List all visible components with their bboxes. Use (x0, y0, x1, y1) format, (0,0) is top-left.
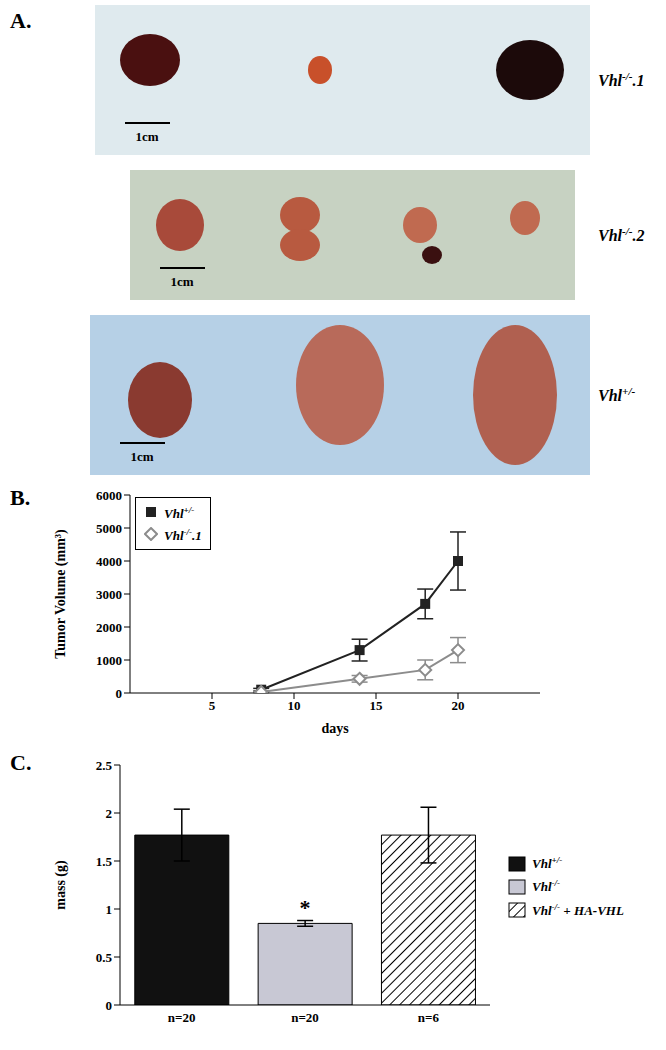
svg-text:1000: 1000 (96, 653, 122, 668)
svg-text:A.: A. (10, 8, 31, 33)
svg-text:1cm: 1cm (135, 129, 158, 144)
svg-text:mass (g): mass (g) (53, 860, 69, 910)
svg-text:1: 1 (106, 902, 113, 917)
svg-text:days: days (321, 721, 349, 736)
html-text:Vhl+/-: Vhl+/- (532, 855, 563, 872)
svg-text:0: 0 (116, 686, 123, 701)
svg-text:n=6: n=6 (418, 1010, 440, 1025)
svg-text:2000: 2000 (96, 620, 122, 635)
svg-text:5000: 5000 (96, 521, 122, 536)
html-text:B.: B. (10, 485, 31, 510)
svg-text:0: 0 (106, 998, 113, 1013)
svg-text:n=20: n=20 (291, 1010, 319, 1025)
svg-text:Vhl-/-.2: Vhl-/-.2 (598, 225, 645, 244)
svg-text:Tumor Volume (mm³): Tumor Volume (mm³) (53, 529, 69, 659)
svg-text:1.5: 1.5 (96, 854, 113, 869)
svg-text:20: 20 (452, 698, 465, 713)
html-text:Vhl+/-: Vhl+/- (164, 505, 195, 522)
html-text:C.: C. (10, 750, 32, 775)
svg-text:6000: 6000 (96, 488, 122, 503)
svg-text:Vhl+/-: Vhl+/- (598, 385, 635, 404)
svg-text:10: 10 (288, 698, 301, 713)
svg-text:2.5: 2.5 (96, 758, 113, 773)
svg-text:Vhl-/-.1: Vhl-/-.1 (598, 70, 645, 89)
svg-text:5: 5 (209, 698, 216, 713)
svg-text:*: * (300, 895, 311, 920)
svg-text:2: 2 (106, 806, 113, 821)
svg-text:0.5: 0.5 (96, 950, 113, 965)
html-text:Vhl-/-: Vhl-/- (532, 878, 561, 895)
svg-text:4000: 4000 (96, 554, 122, 569)
svg-text:n=20: n=20 (168, 1010, 196, 1025)
html-text:Vhl-/-.1: Vhl-/-.1 (164, 527, 202, 544)
svg-text:3000: 3000 (96, 587, 122, 602)
html-text:Vhl-/-+ HA-VHL: Vhl-/-+ HA-VHL (532, 901, 624, 918)
svg-text:1cm: 1cm (130, 449, 153, 464)
svg-text:15: 15 (370, 698, 384, 713)
svg-text:1cm: 1cm (170, 274, 193, 289)
